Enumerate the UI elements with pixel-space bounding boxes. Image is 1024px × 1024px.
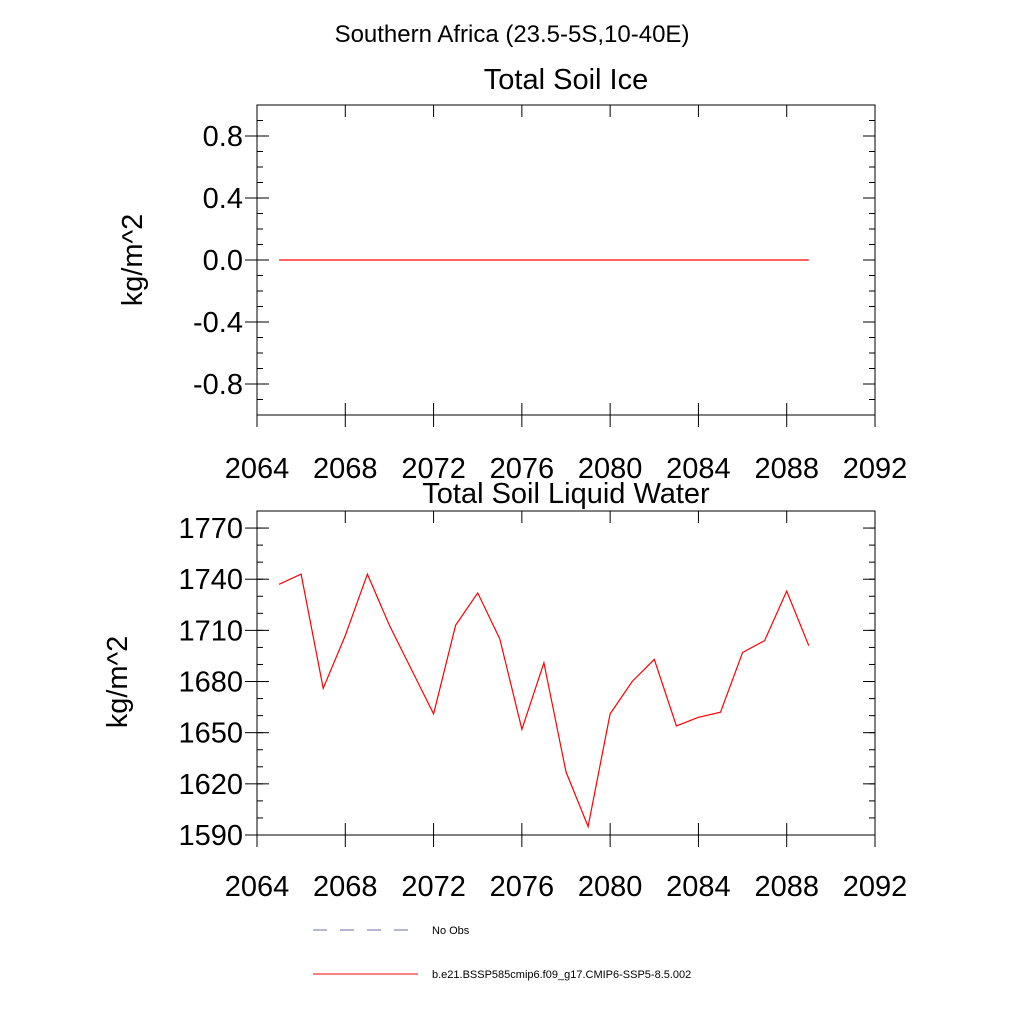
y-tick-label: 1680 [178, 667, 243, 699]
y-axis-label-soil-liquid-water: kg/m^2 [102, 636, 134, 729]
y-tick-label: 0.0 [203, 245, 243, 277]
x-tick-label: 2080 [578, 453, 643, 485]
figure-title: Southern Africa (23.5-5S,10-40E) [335, 21, 690, 48]
y-tick-label: 0.8 [203, 121, 243, 153]
panel-total-soil-ice: Total Soil Ice kg/m^2 2064 2068 2072 2076 20… [117, 64, 907, 485]
y-tick-label: 1590 [178, 820, 243, 852]
x-tick-label: 2084 [666, 871, 731, 903]
series-line [278, 572, 810, 829]
y-tick-label: 1650 [178, 718, 243, 750]
y-tick-label: 1770 [178, 513, 243, 545]
x-tick-label: 2076 [490, 453, 555, 485]
panel-title-total-soil-liquid-water: Total Soil Liquid Water [422, 478, 710, 510]
x-tick-label: 2076 [490, 871, 555, 903]
y-tick-label: 1620 [178, 769, 243, 801]
x-tick-label: 2064 [225, 453, 290, 485]
y-tick-label: -0.8 [193, 369, 243, 401]
x-tick-label: 2068 [313, 871, 378, 903]
y-tick-label: 0.4 [203, 183, 243, 215]
x-tick-label: 2072 [401, 871, 466, 903]
y-tick-label: 1710 [178, 615, 243, 647]
x-tick-label: 2072 [401, 453, 466, 485]
x-tick-label: 2084 [666, 453, 731, 485]
x-tick-label: 2088 [754, 871, 819, 903]
panel-total-soil-liquid-water: Total Soil Liquid Water kg/m^2 2064 2068 2… [102, 478, 907, 903]
x-tick-label: 2080 [578, 871, 643, 903]
x-tick-label: 2064 [225, 871, 290, 903]
x-tick-label: 2068 [313, 453, 378, 485]
legend-label-no-obs: No Obs [432, 925, 470, 937]
x-tick-label: 2088 [754, 453, 819, 485]
y-axis-label-soil-ice: kg/m^2 [117, 214, 149, 307]
y-tick-label: -0.4 [193, 307, 243, 339]
plot-frame [256, 510, 876, 836]
x-tick-label: 2092 [843, 871, 908, 903]
panel-title-total-soil-ice: Total Soil Ice [484, 64, 648, 96]
legend-label-model: b.e21.BSSP585cmip6.f09_g17.CMIP6-SSP5-8.… [432, 969, 691, 981]
x-tick-label: 2092 [843, 453, 908, 485]
y-tick-label: 1740 [178, 564, 243, 596]
legend: No Obs b.e21.BSSP585cmip6.f09_g17.CMIP6-… [313, 925, 691, 981]
